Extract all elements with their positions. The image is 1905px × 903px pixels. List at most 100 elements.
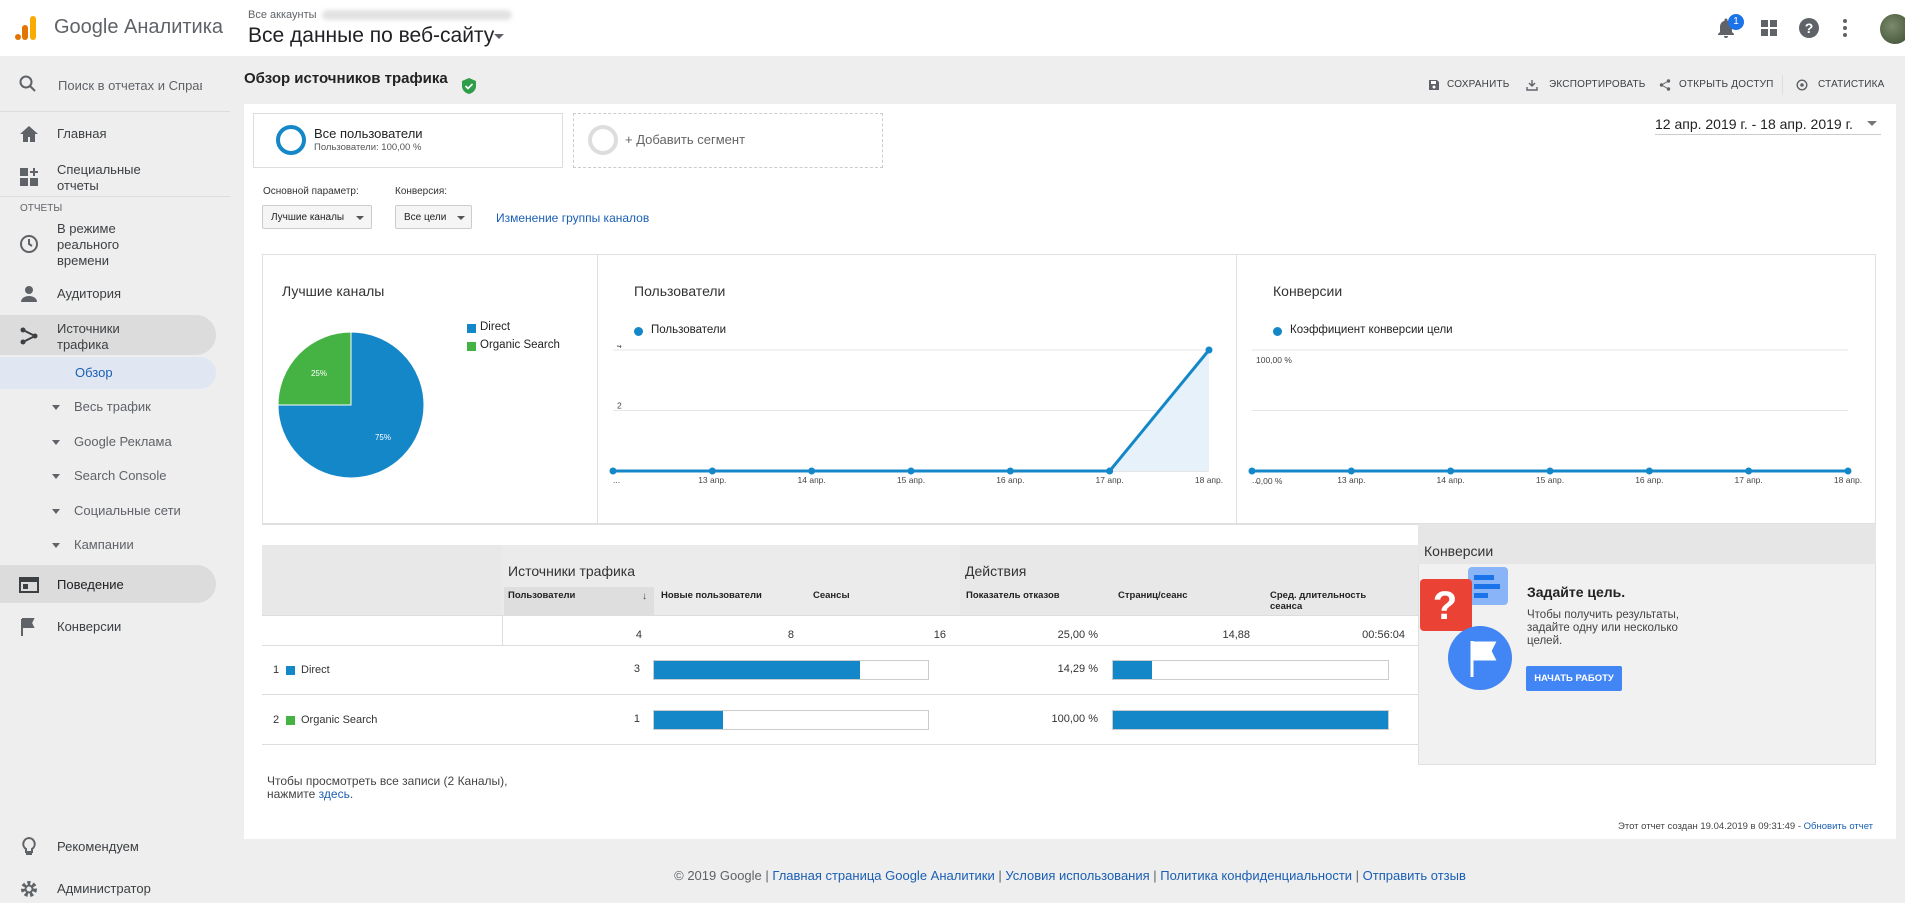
legend-label-organic: Organic Search [480, 339, 560, 351]
data-point[interactable] [907, 467, 915, 475]
sidebar-item-custom-reports[interactable]: Специальные отчеты [57, 162, 141, 193]
data-point[interactable] [1205, 346, 1213, 354]
sidebar-item-conversions[interactable]: Конверсии [57, 619, 122, 634]
date-underline [1655, 134, 1881, 135]
th-new-users[interactable]: Новые пользователи [661, 590, 762, 601]
footer-link-privacy[interactable]: Политика конфиденциальности [1160, 868, 1353, 883]
th-pages[interactable]: Страниц/сеанс [1118, 590, 1188, 601]
sidebar-item-admin[interactable]: Администратор [57, 881, 151, 896]
row-channel-link[interactable]: Organic Search [301, 714, 378, 726]
expand-icon[interactable] [52, 405, 60, 410]
clock-icon [20, 235, 38, 253]
th-users-bg [504, 587, 654, 615]
sidebar-item-behavior[interactable]: Поведение [57, 577, 124, 592]
legend-label-conversion-rate: Коэффициент конверсии цели [1290, 324, 1453, 336]
primary-dimension-label: Основной параметр: [263, 186, 359, 197]
sidebar-item-social[interactable]: Социальные сети [74, 503, 181, 518]
flag-icon [21, 618, 35, 636]
logo-area[interactable]: Google Аналитика [0, 0, 230, 56]
footer-link-feedback[interactable]: Отправить отзыв [1362, 868, 1466, 883]
total-users: 4 [635, 629, 642, 641]
chevron-down-icon [457, 216, 465, 220]
conversions-chart-title: Конверсии [1273, 283, 1343, 299]
sort-desc-icon[interactable]: ↓ [642, 591, 647, 602]
share-button[interactable]: ОТКРЫТЬ ДОСТУП [1679, 79, 1774, 90]
row-channel-link[interactable]: Direct [301, 664, 330, 676]
see-all-link[interactable]: здесь [318, 787, 350, 801]
svg-text:?: ? [1805, 20, 1814, 36]
share-icon [1659, 79, 1671, 91]
segment-name: Все пользователи [314, 126, 423, 141]
sidebar-item-search-console[interactable]: Search Console [74, 468, 167, 483]
help-icon[interactable]: ? [1797, 16, 1821, 40]
insights-button[interactable]: СТАТИСТИКА [1818, 79, 1885, 90]
table-row [262, 645, 1418, 695]
footer-link-home[interactable]: Главная страница Google Аналитики [772, 868, 995, 883]
acquisition-icon [20, 327, 38, 345]
change-channel-grouping-link[interactable]: Изменение группы каналов [496, 211, 650, 225]
sidebar-item-acquisition[interactable]: Источники трафика [57, 321, 120, 352]
sidebar-item-home[interactable]: Главная [57, 126, 107, 141]
add-segment-button[interactable] [573, 113, 883, 168]
expand-icon[interactable] [52, 509, 60, 514]
th-bounce[interactable]: Показатель отказов [966, 590, 1060, 601]
sidebar-item-all-traffic[interactable]: Весь трафик [74, 399, 151, 414]
data-point[interactable] [1006, 467, 1014, 475]
divider [0, 196, 230, 197]
footer-link-terms[interactable]: Условия использования [1005, 868, 1150, 883]
data-point[interactable] [609, 467, 617, 475]
chevron-down-icon[interactable] [1867, 121, 1877, 126]
sidebar-item-realtime[interactable]: В режиме реального времени [57, 221, 120, 268]
sidebar-item-google-ads[interactable]: Google Реклама [74, 434, 172, 449]
th-duration[interactable]: Сред. длительность сеанса [1270, 590, 1367, 612]
sidebar-item-audience[interactable]: Аудитория [57, 286, 122, 301]
start-goal-button[interactable]: НАЧАТЬ РАБОТУ [1526, 666, 1622, 691]
row-pages-bar [1112, 710, 1389, 730]
bar-fill [654, 711, 723, 729]
chevron-down-icon[interactable] [494, 34, 504, 39]
avatar[interactable] [1880, 14, 1905, 44]
date-range-picker[interactable]: 12 апр. 2019 г. - 18 апр. 2019 г. [1655, 116, 1853, 132]
save-button[interactable]: СОХРАНИТЬ [1447, 79, 1510, 90]
data-point[interactable] [708, 467, 716, 475]
expand-icon[interactable] [52, 543, 60, 548]
expand-icon[interactable] [52, 474, 60, 479]
pie-slice-0[interactable] [277, 331, 425, 479]
data-point[interactable] [808, 467, 816, 475]
account-breadcrumb[interactable]: Все аккаунты [248, 9, 317, 21]
x-tick-label: 18 апр. [1834, 475, 1862, 485]
pie-slice-1[interactable] [277, 331, 352, 406]
account-name-blurred [322, 10, 512, 20]
data-point[interactable] [1347, 467, 1355, 475]
apps-grid-icon[interactable] [1757, 16, 1781, 40]
data-point[interactable] [1248, 467, 1256, 475]
export-button[interactable]: ЭКСПОРТИРОВАТЬ [1549, 79, 1646, 90]
expand-icon[interactable] [52, 440, 60, 445]
data-point[interactable] [1645, 467, 1653, 475]
th-users[interactable]: Пользователи [508, 590, 576, 601]
add-segment-label: + Добавить сегмент [625, 132, 746, 147]
users-chart-title: Пользователи [634, 283, 726, 299]
data-point[interactable] [1844, 467, 1852, 475]
data-point[interactable] [1106, 467, 1114, 475]
more-vert-icon[interactable] [1833, 16, 1857, 40]
search-input[interactable]: Поиск в отчетах и Справке [58, 78, 202, 93]
sidebar-item-overview[interactable]: Обзор [75, 365, 113, 380]
th-sessions[interactable]: Сеансы [813, 590, 850, 601]
search-bar[interactable] [0, 56, 230, 112]
legend-dot-conversion-rate [1273, 327, 1282, 336]
table-header-dim [262, 545, 502, 615]
data-point[interactable] [1447, 467, 1455, 475]
data-point[interactable] [1546, 467, 1554, 475]
sidebar-item-campaigns[interactable]: Кампании [74, 537, 134, 552]
primary-dimension-select[interactable]: Лучшие каналы [262, 205, 372, 229]
primary-dimension-value: Лучшие каналы [271, 212, 345, 223]
data-point[interactable] [1745, 467, 1753, 475]
x-tick-label: 16 апр. [996, 475, 1024, 485]
panel-conversions-chart [1236, 254, 1876, 524]
view-selector[interactable]: Все данные по веб-сайту [248, 24, 495, 47]
see-all-text: Чтобы просмотреть все записи (2 Каналы),… [267, 774, 508, 801]
x-tick-label: 16 апр. [1635, 475, 1663, 485]
refresh-report-link[interactable]: Обновить отчет [1803, 821, 1874, 832]
sidebar-item-recommend[interactable]: Рекомендуем [57, 839, 139, 854]
